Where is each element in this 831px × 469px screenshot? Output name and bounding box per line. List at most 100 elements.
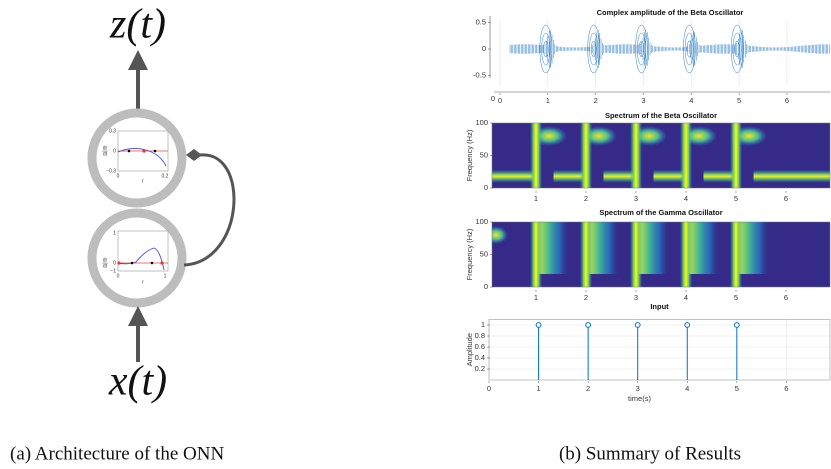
stem-marker [635,323,640,328]
stripe [730,123,742,188]
arrow-head [128,50,148,70]
mini-ytick: 0 [113,148,116,154]
y-axis-label: Amplitude [465,333,474,366]
x-tick-label: 4 [685,384,689,393]
stripe [530,123,542,188]
stem-marker [586,323,591,328]
y-tick-label: 50 [480,150,488,159]
loop [543,41,548,57]
x-tick-label: 5 [735,384,739,393]
chart-title: Spectrum of the Gamma Oscillator [599,208,722,217]
waveform [510,30,829,69]
y-tick-label: -0.5 [473,70,486,79]
spectrogram [484,222,830,287]
fixed-point [151,262,154,265]
y-tick-label: 0.8 [475,331,485,340]
x-axis-label: time(s) [628,394,651,403]
burst [484,226,508,244]
x-tick-label: 4 [684,293,688,302]
y-tick-label: 100 [475,118,488,127]
mini-xtick: 1 [164,273,167,279]
input-label: x(t) [108,359,167,405]
x-tick-label: 5 [737,96,741,105]
x-tick-label: 1 [546,96,550,105]
y-tick-label: 0.5 [476,18,486,27]
x-tick-label: 3 [634,194,638,203]
mini-ytick: −0.3 [106,168,116,174]
fixed-point [154,150,157,153]
x-tick-label: 1 [534,293,538,302]
stem-marker [734,323,739,328]
stripe [680,222,692,287]
stem-marker [536,323,541,328]
connection [184,155,234,265]
x-tick-label: 0 [487,384,491,393]
fixed-point [160,261,163,264]
mini-ytick: 0.3 [109,128,116,134]
chart-title: Spectrum of the Beta Oscillator [605,111,717,120]
x-tick-label: 5 [734,194,738,203]
fixed-point [117,261,120,264]
arrow-head [128,306,148,326]
stripe [630,222,642,287]
stem-marker [685,323,690,328]
x-tick-label: 3 [634,293,638,302]
loop [542,33,550,65]
y-axis-label: Frequency (Hz) [465,129,474,181]
x-tick-label: 3 [636,384,640,393]
y-tick-label: 0.4 [475,353,485,362]
fixed-point [131,262,134,265]
caption: (a) Architecture of the ONN [10,443,224,464]
y-axis-label: Frequency (Hz) [465,228,474,280]
mini-axes [118,231,168,271]
band [492,170,536,183]
y-tick-label: 1 [481,320,485,329]
mini-xtick: 0 [117,173,120,179]
stripe [680,123,692,188]
x-tick-label: 3 [641,96,645,105]
fixed-point [128,150,131,153]
caption: (b) Summary of Results [559,443,741,464]
x-tick-label: 6 [784,384,788,393]
mini-ytick: 1 [113,230,116,236]
x-tick-label: 1 [536,384,540,393]
x-tick-label: 1 [534,194,538,203]
x-tick-label: 6 [785,96,789,105]
x-tick-label: 6 [784,194,788,203]
spectrogram [492,123,830,188]
mini-ylabel: dt [103,151,108,157]
y-tick-label: 0 [482,44,486,53]
y-tick-label: 50 [480,249,488,258]
x-tick-label: 2 [594,96,598,105]
stripe [730,222,742,287]
x-tick-label: 4 [684,194,688,203]
y-tick-label: 0.6 [475,342,485,351]
depth-tick-label: 0 [491,94,495,103]
stripe [580,222,592,287]
output-label: z(t) [109,2,166,48]
x-tick-label: 2 [586,384,590,393]
axes-frame [489,320,830,381]
x-tick-label: 2 [584,194,588,203]
x-tick-label: 4 [689,96,693,105]
band [754,170,831,183]
mini-ytick: 0 [113,260,116,266]
connection-head [186,149,202,161]
chart-title: Complex amplitude of the Beta Oscillator [597,8,744,17]
mini-ytick: −1 [110,268,116,274]
fixed-point [142,149,145,152]
x-tick-label: 5 [734,293,738,302]
x-tick-label: 2 [584,293,588,302]
x-tick-label: 6 [784,293,788,302]
stripe [530,222,542,287]
y-tick-label: 0 [484,183,488,192]
stripe [630,123,642,188]
mini-ylabel: dt [103,263,108,269]
mini-xtick: 0 [117,273,120,279]
y-tick-label: 0.2 [475,364,485,373]
mini-xtick: 0.2 [162,173,169,179]
y-tick-label: 0 [484,282,488,291]
figure: z(t) 0.3 0 −0.3 0 0.2 r dr dt 1 0 −1 0 1… [0,0,831,469]
y-tick-label: 100 [475,217,488,226]
chart-title: Input [650,302,669,311]
